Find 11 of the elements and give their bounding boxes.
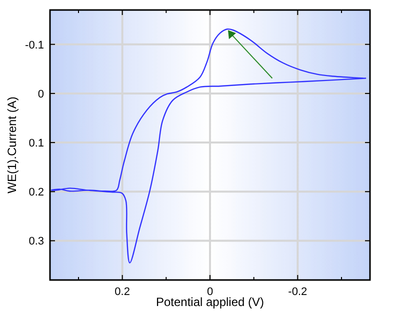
x-tick-label: 0 [206,286,214,298]
y-tick-label: 0.2 [28,186,44,199]
y-tick-label: -0.1 [25,39,44,52]
y-tick-label: 0 [38,88,44,100]
x-tick-label: 0.2 [114,286,130,298]
x-tick-label: -0.2 [288,286,308,298]
y-tick-label: 0.3 [28,236,44,248]
y-tick-label: 0.1 [28,138,44,150]
line-series [50,28,366,264]
y-axis-title: WE(1).Current (A) [5,96,19,194]
x-axis-title: Potential applied (V) [156,295,264,309]
